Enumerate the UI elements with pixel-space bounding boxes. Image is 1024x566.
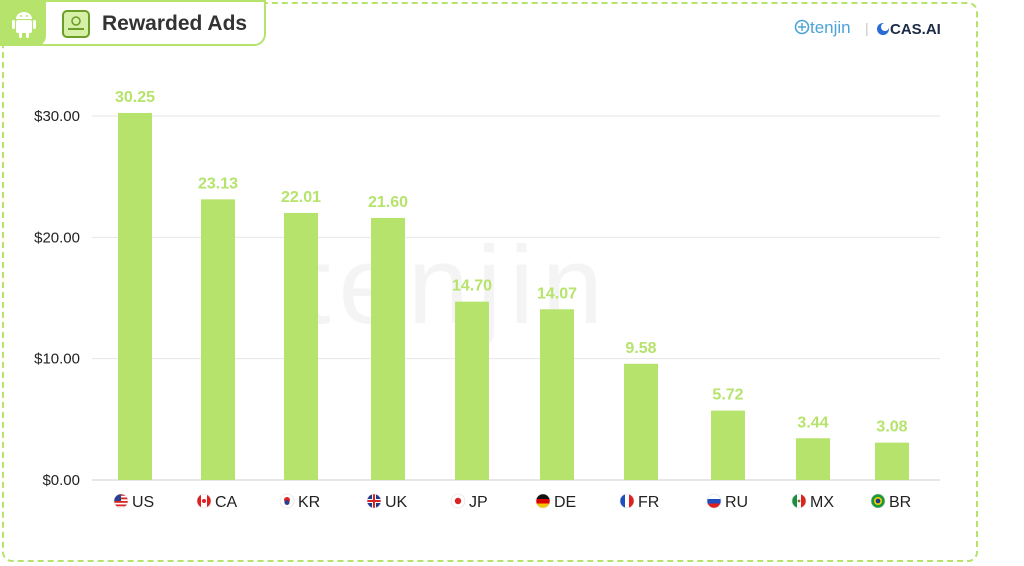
bar xyxy=(711,410,745,480)
rewarded-ads-icon xyxy=(62,10,90,38)
bar xyxy=(371,217,405,481)
bar xyxy=(201,199,235,480)
y-tick-label: $30.00 xyxy=(34,108,80,125)
header-badge: Rewarded Ads xyxy=(0,0,266,46)
bar xyxy=(118,112,152,480)
android-icon xyxy=(2,2,46,46)
bar xyxy=(455,301,489,480)
x-category-label: FR xyxy=(638,494,659,511)
x-category-label: RU xyxy=(725,494,748,511)
tenjin-wordmark: tenjin xyxy=(810,18,851,37)
data-label: 3.44 xyxy=(797,414,828,431)
data-label: 14.07 xyxy=(537,285,577,302)
chart-frame xyxy=(2,2,978,562)
bar xyxy=(875,442,909,480)
ru-flag-icon xyxy=(706,493,722,509)
de-flag-icon xyxy=(535,493,551,509)
tenjin-logo: tenjin xyxy=(794,18,851,38)
y-tick-label: $10.00 xyxy=(34,351,80,368)
x-category-label: CA xyxy=(215,494,238,511)
data-label: 9.58 xyxy=(625,340,656,357)
x-category-label: JP xyxy=(469,494,488,511)
data-label: 23.13 xyxy=(198,175,238,192)
fr-flag-icon xyxy=(619,493,635,509)
cas-ai-logo: CAS.AI xyxy=(876,21,941,38)
x-category-label: DE xyxy=(554,494,576,511)
brand-separator: | xyxy=(865,20,869,36)
bar xyxy=(796,438,830,480)
x-category-label: KR xyxy=(298,494,320,511)
us-flag-icon xyxy=(113,493,129,509)
mx-flag-icon xyxy=(791,493,807,509)
y-tick-label: $0.00 xyxy=(42,472,80,489)
x-category-label: US xyxy=(132,494,154,511)
ca-flag-icon xyxy=(196,493,212,509)
x-category-label: BR xyxy=(889,494,911,511)
data-label: 22.01 xyxy=(281,189,321,206)
bar xyxy=(540,309,574,480)
data-label: 30.25 xyxy=(115,89,155,106)
x-category-label: MX xyxy=(810,494,834,511)
data-label: 21.60 xyxy=(368,194,408,211)
cas-ai-wordmark: CAS.AI xyxy=(890,21,941,38)
kr-flag-icon xyxy=(279,493,295,509)
bar xyxy=(284,212,318,481)
jp-flag-icon xyxy=(450,493,466,509)
x-category-label: UK xyxy=(385,494,408,511)
data-label: 14.70 xyxy=(452,278,492,295)
br-flag-icon xyxy=(870,493,886,509)
bar xyxy=(624,363,658,480)
y-tick-label: $20.00 xyxy=(34,229,80,246)
data-label: 3.08 xyxy=(876,419,907,436)
data-label: 5.72 xyxy=(712,387,743,404)
uk-flag-icon xyxy=(366,493,382,509)
header-title: Rewarded Ads xyxy=(102,12,248,35)
